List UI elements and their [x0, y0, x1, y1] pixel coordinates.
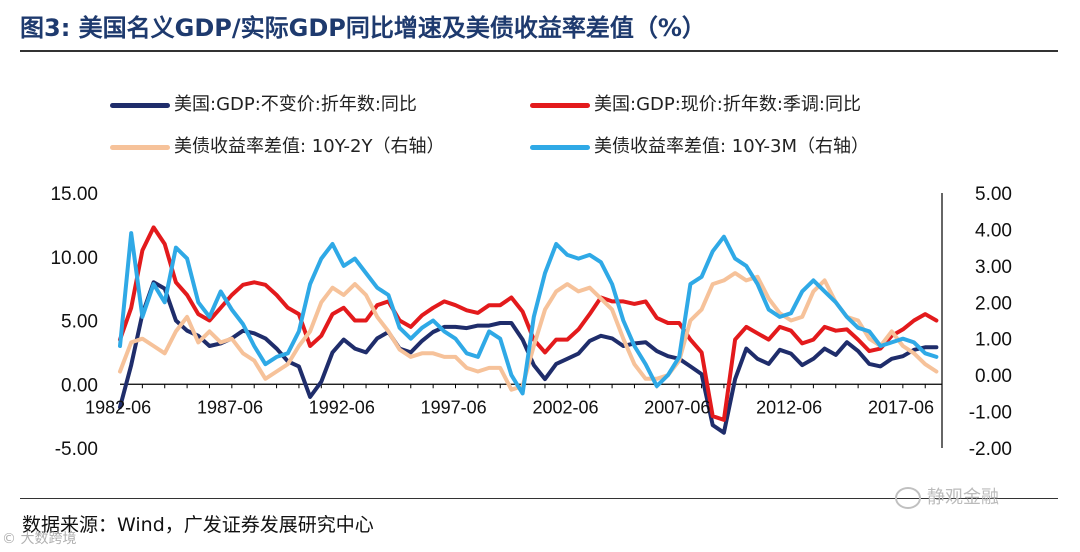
x-tick-label: 2012-06 — [756, 397, 822, 417]
x-tick-label: 2002-06 — [532, 397, 598, 417]
x-tick-label: 2007-06 — [644, 397, 710, 417]
chart-series-lines — [118, 225, 939, 435]
legend-swatch-10y3m — [530, 144, 590, 150]
source-note: 数据来源：Wind，广发证券发展研究中心 — [22, 514, 374, 536]
legend-label-nominal-gdp: 美国:GDP:现价:折年数:季调:同比 — [594, 94, 861, 115]
legend-item-10y3m: 美债收益率差值: 10Y-3M（右轴） — [530, 132, 869, 158]
x-tick-label: 1982-06 — [85, 397, 151, 417]
legend-swatch-10y2y — [110, 144, 170, 150]
left-y-tick-label: 15.00 — [50, 184, 98, 205]
title-underline — [20, 50, 1058, 52]
legend-item-real-gdp: 美国:GDP:不变价:折年数:同比 — [110, 90, 417, 116]
right-y-tick-label: 3.00 — [975, 257, 1012, 278]
left-y-tick-label: -5.00 — [55, 439, 98, 460]
legend-swatch-real-gdp — [110, 102, 170, 108]
x-tick-label: 2017-06 — [868, 397, 934, 417]
series-line-3 — [118, 231, 939, 396]
watermark-right-text: 静观金融 — [927, 487, 999, 508]
legend-item-nominal-gdp: 美国:GDP:现价:折年数:季调:同比 — [530, 90, 861, 116]
x-tick-label: 1992-06 — [309, 397, 375, 417]
chart-tick-labels: 15.00 10.00 5.00 0.00 -5.00 5.00 4.00 3.00 2.00 1… — [50, 184, 1012, 460]
chart-title: 图3: 美国名义GDP/实际GDP同比增速及美债收益率差值（%） — [20, 14, 706, 42]
right-y-tick-label: 4.00 — [975, 220, 1012, 241]
right-y-tick-label: 0.00 — [975, 366, 1012, 387]
left-y-tick-label: 0.00 — [61, 375, 98, 396]
chart-axes — [120, 193, 943, 448]
series-line-1 — [118, 225, 939, 422]
x-tick-label: 1987-06 — [197, 397, 263, 417]
legend-item-10y2y: 美债收益率差值: 10Y-2Y（右轴） — [110, 132, 445, 158]
left-y-tick-label: 5.00 — [61, 312, 98, 333]
legend-label-real-gdp: 美国:GDP:不变价:折年数:同比 — [174, 94, 417, 115]
wechat-icon — [895, 487, 921, 509]
left-y-tick-label: 10.00 — [50, 248, 98, 269]
legend-swatch-nominal-gdp — [530, 102, 590, 108]
right-y-tick-label: -1.00 — [969, 403, 1012, 424]
watermark-left: © 大数跨境 — [2, 531, 77, 547]
x-tick-label: 1997-06 — [421, 397, 487, 417]
watermark-right: 静观金融 — [895, 483, 999, 509]
right-y-tick-label: 5.00 — [975, 184, 1012, 205]
right-y-tick-label: 1.00 — [975, 330, 1012, 351]
right-y-tick-label: -2.00 — [969, 439, 1012, 460]
footer-rule — [20, 498, 1058, 499]
legend-label-10y2y: 美债收益率差值: 10Y-2Y（右轴） — [174, 136, 445, 157]
right-y-tick-label: 2.00 — [975, 293, 1012, 314]
legend-label-10y3m: 美债收益率差值: 10Y-3M（右轴） — [594, 136, 870, 157]
